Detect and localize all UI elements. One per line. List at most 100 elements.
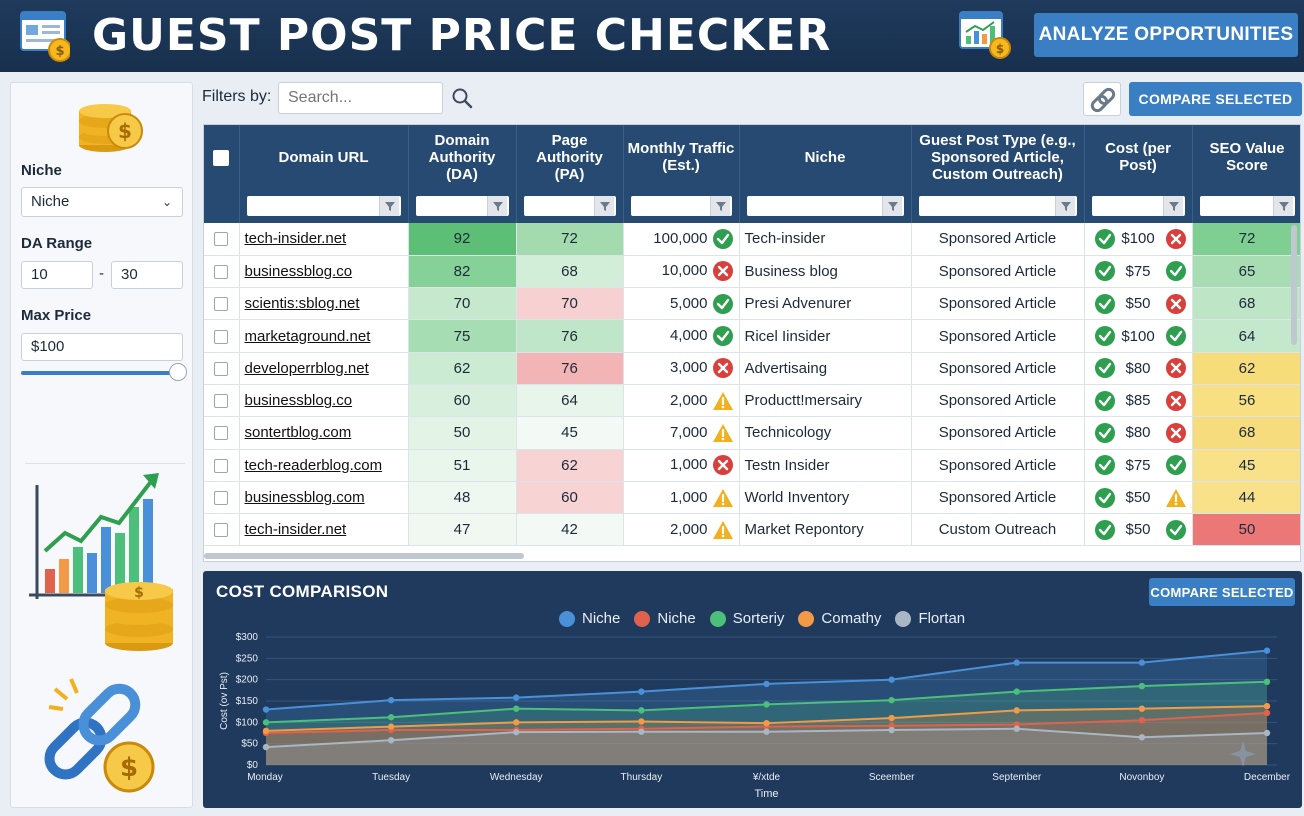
da-max-input[interactable]: 30 [111, 261, 183, 289]
domain-url-link[interactable]: scientis:sblog.net [239, 287, 409, 321]
cost-value: $50 [1125, 295, 1151, 313]
col-cost[interactable]: Cost (per Post) [1084, 125, 1193, 189]
col-guest-post-type[interactable]: Guest Post Type (e.g., Sponsored Article… [911, 125, 1085, 189]
compare-selected-button[interactable]: COMPARE SELECTED [1129, 82, 1302, 116]
row-checkbox[interactable] [214, 264, 229, 279]
column-filter-input[interactable] [523, 196, 616, 216]
table-row[interactable]: businessblog.co 82 68 10,000 Business blog Sp… [204, 255, 1300, 289]
funnel-icon[interactable] [1272, 196, 1293, 216]
column-filter-input[interactable] [1199, 196, 1295, 216]
funnel-icon[interactable] [378, 196, 399, 216]
funnel-icon-glyph [599, 202, 610, 211]
niche-select[interactable]: Niche ⌄ [21, 187, 183, 217]
row-checkbox[interactable] [214, 394, 229, 409]
cost-check-icon [1094, 390, 1115, 411]
row-select-cell [204, 319, 240, 353]
horizontal-scrollbar[interactable] [204, 553, 524, 559]
select-all-checkbox[interactable] [213, 149, 230, 166]
domain-url-link[interactable]: developerrblog.net [239, 352, 409, 385]
column-filter-input[interactable] [630, 196, 732, 216]
table-row[interactable]: tech-readerblog.com 51 62 1,000 Testn Inside… [204, 449, 1300, 482]
legend-item[interactable]: Flortan [895, 610, 965, 627]
traffic-warning-icon [712, 423, 733, 442]
legend-label: Sorteriy [732, 610, 785, 627]
table-row[interactable]: developerrblog.net 62 76 3,000 Advertisaing S… [204, 352, 1300, 385]
cost-check-icon [1094, 326, 1115, 347]
max-price-input[interactable]: $100 [21, 333, 183, 361]
row-checkbox[interactable] [214, 361, 229, 376]
funnel-icon[interactable] [881, 196, 902, 216]
funnel-icon[interactable] [709, 196, 730, 216]
table-row[interactable]: tech-insider.net 47 42 2,000 Market Repontor… [204, 513, 1300, 547]
row-checkbox[interactable] [214, 297, 229, 312]
pa-value: 68 [516, 255, 624, 289]
row-checkbox[interactable] [214, 426, 229, 441]
domain-url-link[interactable]: businessblog.co [239, 255, 409, 289]
data-point [513, 705, 520, 712]
column-filter-input[interactable] [415, 196, 509, 216]
analyze-opportunities-button[interactable]: ANALYZE OPPORTUNITIES [1034, 13, 1298, 57]
domain-url-link[interactable]: businessblog.co [239, 384, 409, 418]
row-checkbox[interactable] [214, 329, 229, 344]
column-filter-input[interactable] [1091, 196, 1185, 216]
funnel-icon[interactable] [1054, 196, 1075, 216]
row-checkbox[interactable] [214, 458, 229, 473]
row-checkbox[interactable] [214, 232, 229, 247]
cost-flag-warning-icon [1165, 488, 1186, 507]
domain-url-link[interactable]: businessblog.com [239, 481, 409, 515]
app-header: $ GUEST POST PRICE CHECKER $ ANALYZE OPP… [0, 0, 1304, 72]
da-range-separator: - [99, 265, 104, 282]
row-checkbox[interactable] [214, 491, 229, 506]
row-checkbox[interactable] [214, 523, 229, 538]
domain-url-link[interactable]: tech-readerblog.com [239, 449, 409, 482]
table-row[interactable]: marketaground.net 75 76 4,000 Ricel Iinsider… [204, 319, 1300, 353]
link-button[interactable] [1083, 82, 1121, 116]
search-icon[interactable] [450, 86, 474, 110]
chart-compare-selected-button[interactable]: COMPARE SELECTED [1149, 578, 1295, 606]
table-row[interactable]: businessblog.co 60 64 2,000 Productt!mersair… [204, 384, 1300, 418]
price-slider-track[interactable] [21, 371, 176, 375]
table-row[interactable]: tech-insider.net 92 72 100,000 Tech-insider S… [204, 223, 1300, 256]
x-tick-label: Tuesday [372, 772, 410, 783]
table-row[interactable]: sontertblog.com 50 45 7,000 Technicology Spon… [204, 416, 1300, 450]
niche-value: Advertisaing [739, 352, 912, 385]
vertical-scrollbar[interactable] [1291, 225, 1297, 345]
column-filter-input[interactable] [746, 196, 904, 216]
cost-value: $100 [1121, 230, 1155, 248]
search-input[interactable] [278, 82, 443, 114]
table-row[interactable]: businessblog.com 48 60 1,000 World Inventory… [204, 481, 1300, 515]
legend-item[interactable]: Niche [559, 610, 620, 627]
domain-url-link[interactable]: sontertblog.com [239, 416, 409, 450]
pa-value: 42 [516, 513, 624, 547]
data-point [1263, 647, 1271, 654]
col-seo-score[interactable]: SEO Value Score [1192, 125, 1300, 189]
legend-item[interactable]: Niche [634, 610, 696, 627]
column-filter-input[interactable] [246, 196, 401, 216]
funnel-icon[interactable] [593, 196, 614, 216]
col-page-authority[interactable]: Page Authority (PA) [516, 125, 624, 189]
col-domain-url[interactable]: Domain URL [239, 125, 409, 189]
traffic-cell: 100,000 [623, 223, 740, 256]
price-slider-handle[interactable] [169, 363, 187, 381]
domain-url-link[interactable]: tech-insider.net [239, 223, 409, 256]
sidebar-divider [25, 463, 185, 464]
x-tick-label: Wednesday [490, 772, 543, 783]
col-niche[interactable]: Niche [739, 125, 912, 189]
chart-legend: Niche Niche Sorteriy Comathy Flortan [559, 610, 965, 627]
da-min-input[interactable]: 10 [21, 261, 93, 289]
col-monthly-traffic[interactable]: Monthly Traffic (Est.) [623, 125, 740, 189]
table-row[interactable]: scientis:sblog.net 70 70 5,000 Presi Advenur… [204, 287, 1300, 321]
domain-url-link[interactable]: marketaground.net [239, 319, 409, 353]
col-domain-authority[interactable]: Domain Authority (DA) [408, 125, 517, 189]
funnel-icon[interactable] [1162, 196, 1183, 216]
column-filter-input[interactable] [918, 196, 1077, 216]
seo-score-value: 65 [1192, 255, 1300, 289]
seo-score-value: 62 [1192, 352, 1300, 385]
domain-url-link[interactable]: tech-insider.net [239, 513, 409, 547]
data-point [888, 726, 895, 734]
funnel-icon[interactable] [486, 196, 507, 216]
cost-comparison-panel: $0 $50 $100 $150 $200 $250 $300 Cost (ov Pst) Mo… [203, 571, 1302, 808]
legend-item[interactable]: Sorteriy [709, 610, 785, 627]
legend-item[interactable]: Comathy [798, 610, 881, 627]
row-select-cell [204, 223, 240, 256]
